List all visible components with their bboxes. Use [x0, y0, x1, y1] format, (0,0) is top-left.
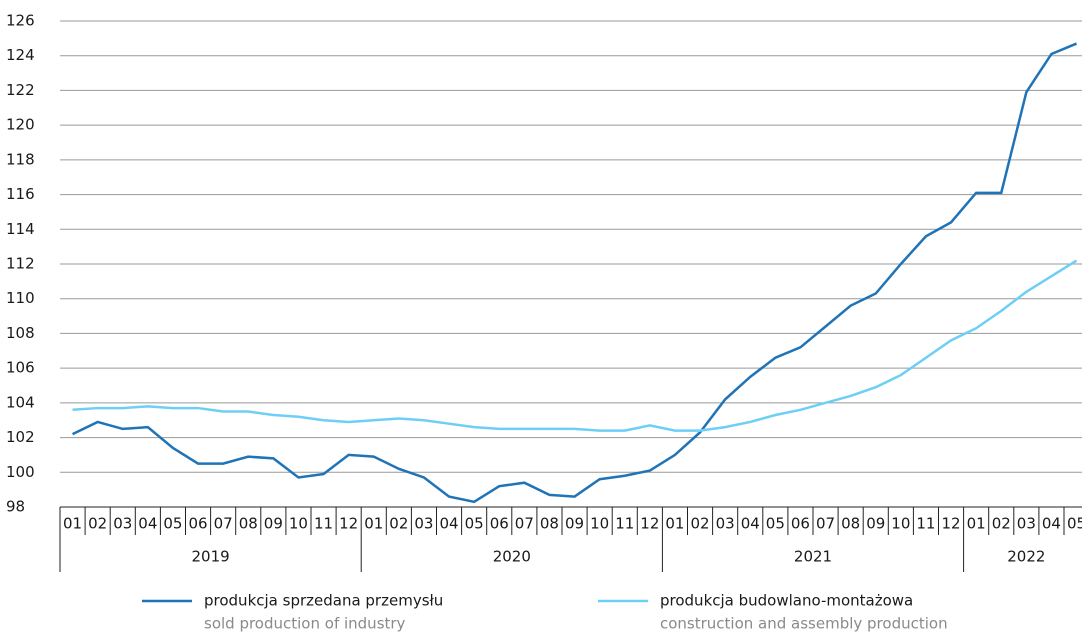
x-tick-label: 02	[691, 515, 710, 533]
y-tick-label: 106	[6, 359, 35, 377]
x-tick-label: 03	[716, 515, 735, 533]
x-tick-label: 03	[113, 515, 132, 533]
legend-label-en: sold production of industry	[204, 615, 406, 632]
x-tick-label: 01	[967, 515, 986, 533]
y-tick-label: 116	[6, 185, 35, 203]
x-tick-label: 09	[866, 515, 885, 533]
x-tick-label: 02	[389, 515, 408, 533]
x-tick-label: 05	[465, 515, 484, 533]
x-tick-label: 02	[88, 515, 107, 533]
y-tick-label: 124	[6, 46, 35, 64]
x-tick-label: 10	[891, 515, 910, 533]
x-tick-label: 06	[189, 515, 208, 533]
legend-label: produkcja sprzedana przemysłu	[204, 592, 443, 610]
x-tick-label: 10	[590, 515, 609, 533]
x-tick-label: 08	[540, 515, 559, 533]
y-tick-label: 110	[6, 289, 35, 307]
year-label: 2022	[1007, 548, 1045, 566]
year-label: 2019	[192, 548, 230, 566]
x-tick-label: 11	[615, 515, 634, 533]
x-tick-label: 03	[414, 515, 433, 533]
y-tick-label: 126	[6, 12, 35, 30]
series-line	[72, 42, 1078, 504]
x-tick-label: 04	[440, 515, 459, 533]
x-tick-label: 04	[741, 515, 760, 533]
x-tick-label: 05	[1067, 515, 1082, 533]
x-tick-label: 03	[1017, 515, 1036, 533]
y-tick-label: 112	[6, 255, 35, 273]
x-tick-label: 01	[364, 515, 383, 533]
y-tick-label: 118	[6, 150, 35, 168]
y-tick-label: 108	[6, 324, 35, 342]
x-tick-label: 10	[289, 515, 308, 533]
x-tick-label: 01	[63, 515, 82, 533]
x-tick-label: 04	[138, 515, 157, 533]
x-tick-label: 11	[916, 515, 935, 533]
x-tick-label: 06	[791, 515, 810, 533]
x-tick-label: 12	[942, 515, 961, 533]
x-tick-label: 05	[163, 515, 182, 533]
y-tick-label: 102	[6, 428, 35, 446]
y-tick-label: 122	[6, 81, 35, 99]
year-label: 2021	[794, 548, 832, 566]
legend-label-en: construction and assembly production	[660, 615, 948, 632]
year-label: 2020	[493, 548, 531, 566]
x-tick-label: 08	[841, 515, 860, 533]
series-line	[72, 259, 1078, 432]
x-tick-label: 08	[239, 515, 258, 533]
y-tick-label: 120	[6, 116, 35, 134]
x-tick-label: 12	[339, 515, 358, 533]
x-tick-label: 09	[264, 515, 283, 533]
x-tick-label: 06	[490, 515, 509, 533]
x-tick-label: 07	[515, 515, 534, 533]
legend-label: produkcja budowlano-montażowa	[660, 592, 913, 610]
y-tick-label: 104	[6, 393, 35, 411]
x-tick-label: 02	[992, 515, 1011, 533]
y-tick-label: 100	[6, 463, 35, 481]
x-tick-label: 05	[766, 515, 785, 533]
x-tick-label: 07	[816, 515, 835, 533]
x-tick-label: 01	[665, 515, 684, 533]
x-tick-label: 04	[1042, 515, 1061, 533]
x-tick-label: 11	[314, 515, 333, 533]
x-tick-label: 12	[640, 515, 659, 533]
y-tick-label: 114	[6, 220, 35, 238]
x-tick-label: 07	[214, 515, 233, 533]
y-tick-label: 98	[6, 498, 25, 516]
x-tick-label: 09	[565, 515, 584, 533]
